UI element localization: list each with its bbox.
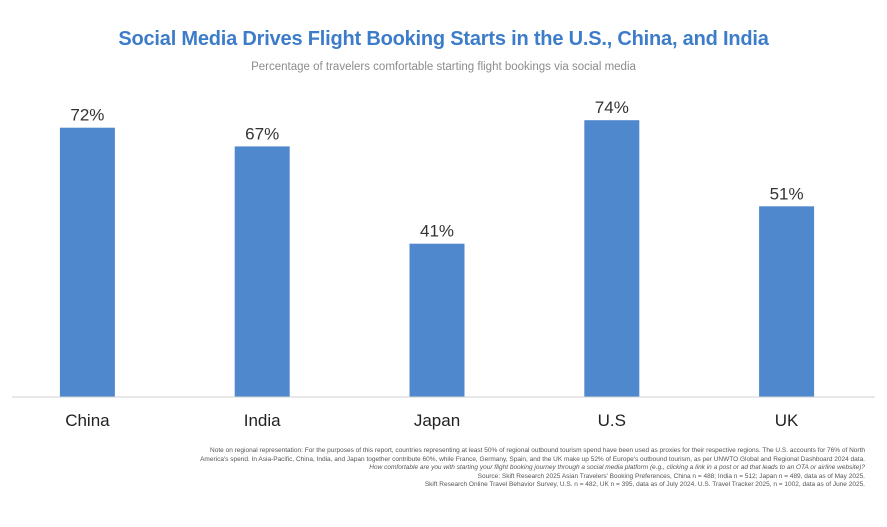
bar-chart: 72% 67% 41% 74% 51% China India Japan U.S UK [12,98,875,430]
category-labels-group: China India Japan U.S UK [65,411,799,430]
footnote-line-1: Note on regional representation: For the… [210,447,865,454]
bar-us [584,120,640,397]
footnote-source-2: Skift Research Online Travel Behavior Su… [424,481,865,489]
bar-japan [409,243,465,397]
bars-group [59,120,815,397]
data-label-japan: 41% [420,222,454,241]
footnote-source-1: Source: Skift Research 2025 Asian Travel… [477,472,865,480]
category-label-japan: Japan [414,411,460,430]
data-label-us: 74% [595,98,629,117]
footnote-question: How comfortable are you with starting yo… [369,464,865,472]
chart-title: Social Media Drives Flight Booking Start… [118,28,769,50]
bar-uk [759,206,815,397]
bar-china [59,127,115,397]
bar-india [234,146,290,397]
category-label-china: China [65,411,110,430]
data-labels-group: 72% 67% 41% 74% 51% [70,98,803,241]
category-label-india: India [244,411,281,430]
data-label-uk: 51% [770,184,804,203]
chart-subtitle: Percentage of travelers comfortable star… [251,61,636,73]
footnote-line-2: America's spend. In Asia-Pacific, China,… [200,455,865,463]
footnotes: Note on regional representation: For the… [5,447,865,490]
data-label-india: 67% [245,124,279,143]
category-label-uk: UK [775,411,799,430]
category-label-us: U.S [598,411,626,430]
data-label-china: 72% [70,106,104,125]
